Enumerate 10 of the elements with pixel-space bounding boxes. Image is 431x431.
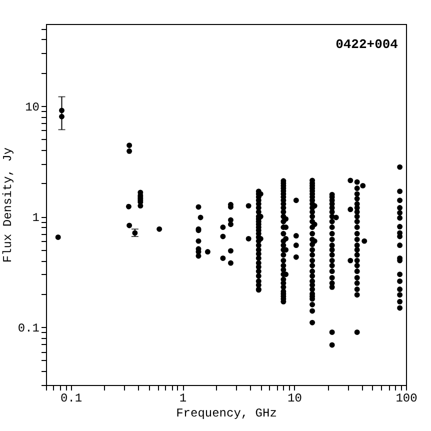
y-tick-label: 10: [25, 100, 40, 114]
text: 0422+004: [336, 37, 398, 52]
x-axis-title: Frequency, GHz: [176, 406, 277, 420]
x-tick-label: 0.1: [60, 392, 82, 406]
y-axis-title: Flux Density, Jy: [0, 147, 15, 263]
y-tick-label: 1: [32, 211, 40, 226]
y-tick-label: 0.1: [18, 322, 40, 336]
x-tick-label: 1: [179, 392, 187, 406]
x-tick-label: 100: [396, 392, 418, 406]
x-tick-label: 10: [288, 392, 302, 406]
